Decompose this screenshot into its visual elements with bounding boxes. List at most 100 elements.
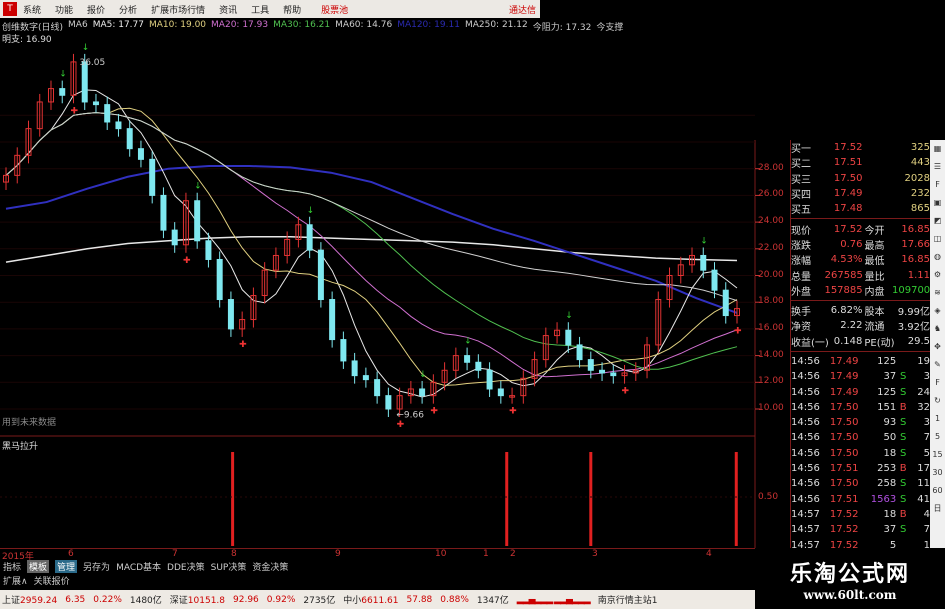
candle-up — [666, 275, 673, 301]
tick-row: 14:56 17.49 37 S 3 — [791, 371, 930, 383]
quote-panel: 买一 17.52 325 买二 17.51 443 买三 17.50 2028 买四 17.49 23… — [790, 140, 930, 551]
menu-quote[interactable]: 报价 — [87, 5, 106, 16]
tick-row: 14:56 17.50 50 S 7 — [791, 432, 930, 444]
toolbar-icon-5[interactable]: ◩ — [933, 216, 942, 225]
sz-change: 92.96 — [233, 594, 259, 605]
pencil-icon[interactable]: ✎ — [934, 360, 941, 369]
toolbar-icon-9[interactable]: ♞ — [933, 324, 942, 333]
ma5-value: MA5: 17.77 — [92, 20, 144, 30]
candle-down — [160, 194, 167, 231]
tab-indicator[interactable]: 指标 — [3, 563, 22, 573]
tick-row: 14:56 17.50 93 S 3 — [791, 417, 930, 429]
low-price-label: ←9.66 — [396, 411, 424, 421]
candle-up — [542, 335, 549, 361]
date-label: 6 — [68, 549, 74, 559]
candle-up — [239, 319, 246, 330]
buy-signal-icon: ✚ — [430, 407, 438, 417]
resistance-value: 今阻力: 17.32 — [532, 23, 592, 33]
y-tick-label: 12.00 — [758, 376, 784, 387]
candle-down — [362, 375, 369, 381]
y-tick-label: 18.00 — [758, 296, 784, 307]
sell-signal-icon: ↓ — [194, 182, 202, 192]
tab-manage[interactable]: 管理 — [55, 560, 78, 573]
menu-analysis[interactable]: 分析 — [119, 5, 138, 16]
menu-system[interactable]: 系统 — [23, 5, 42, 16]
toolbar-icon-2[interactable]: ☰ — [933, 162, 942, 171]
sh-pct: 0.22% — [93, 594, 122, 605]
menu-news[interactable]: 资讯 — [219, 5, 238, 16]
tab-related-quote[interactable]: 关联报价 — [33, 577, 70, 587]
toolbar-icon-1[interactable]: ▦ — [933, 144, 942, 153]
tab-save-as[interactable]: 另存为 — [83, 563, 111, 573]
menu-ext-market[interactable]: 扩展市场行情 — [151, 5, 206, 16]
bid-row: 买一 17.52 325 — [791, 142, 930, 156]
candle-up — [632, 369, 639, 374]
tab-fund[interactable]: 资金决策 — [252, 563, 289, 573]
sz-pct: 0.92% — [266, 594, 296, 605]
sell-signal-icon: ↓ — [464, 337, 472, 347]
candle-down — [137, 148, 144, 160]
refresh-icon[interactable]: ↻ — [934, 396, 941, 405]
stat-row: 净资 2.22 流通 3.92亿 — [791, 320, 930, 334]
period-30[interactable]: 30 — [932, 468, 943, 477]
indicator-level: 0.50 — [758, 492, 779, 502]
candle-down — [486, 369, 493, 390]
period-5[interactable]: 5 — [934, 432, 941, 441]
candle-up — [36, 101, 43, 130]
stat-row: 换手 6.82% 股本 9.99亿 — [791, 305, 930, 319]
move-icon[interactable]: ✥ — [934, 342, 941, 351]
period-60[interactable]: 60 — [932, 486, 943, 495]
ma60-line — [5, 112, 738, 302]
candle-down — [126, 128, 133, 150]
toolbar-icon-7[interactable]: ≋ — [934, 288, 941, 297]
tab-sup[interactable]: SUP决策 — [210, 563, 247, 573]
sme-change: 57.88 — [406, 594, 433, 605]
sz-index[interactable]: 深证10151.8 — [169, 596, 226, 606]
tick-row: 14:57 17.52 18 B 4 — [791, 508, 930, 520]
toolbar-icon-3[interactable]: F — [935, 180, 940, 189]
y-tick-label: 16.00 — [758, 322, 784, 333]
candle-up — [554, 329, 561, 337]
stock-pool-button[interactable]: 股票池 — [321, 5, 349, 16]
candle-up — [531, 359, 538, 379]
menu-tools[interactable]: 工具 — [251, 5, 270, 16]
sh-index[interactable]: 上证2959.24 — [2, 596, 58, 606]
candle-up — [250, 295, 257, 321]
tab-template[interactable]: 模板 — [27, 560, 50, 573]
candle-up — [441, 369, 448, 383]
candle-up — [689, 254, 696, 266]
stat-row: 涨跌 0.76 最高 17.66 — [791, 238, 930, 252]
tick-row: 14:56 17.51 253 B 17 — [791, 463, 930, 475]
tdx-brand: 通达信 — [508, 5, 536, 16]
gear-icon[interactable]: ⚙ — [933, 270, 942, 279]
candle-up — [3, 174, 9, 183]
toolbar-icon-4[interactable]: ▣ — [933, 198, 942, 207]
tab-macd[interactable]: MACD基本 — [116, 563, 162, 573]
date-label: 7 — [172, 549, 178, 559]
date-label: 10 — [435, 549, 447, 559]
sell-signal-icon: ↓ — [59, 70, 67, 80]
candle-down — [587, 359, 594, 371]
candle-down — [351, 360, 358, 377]
menu-function[interactable]: 功能 — [55, 5, 74, 16]
high-price-label: 36.05 — [79, 58, 105, 68]
candle-down — [194, 200, 201, 242]
candle-up — [509, 395, 516, 398]
market-strength-bars: ▂▂▄▂▂▂ ▂▂▄▂▂▂ — [516, 594, 591, 605]
toolbar-icon-6[interactable]: ◫ — [933, 234, 942, 243]
toolbar-icon-8[interactable]: ◈ — [934, 306, 941, 315]
sell-signal-icon: ↓ — [419, 370, 427, 380]
sme-index[interactable]: 中小6611.61 — [343, 596, 399, 606]
tab-expand[interactable]: 扩展∧ — [3, 577, 28, 587]
tab-dde[interactable]: DDE决策 — [167, 563, 205, 573]
period-day[interactable]: 日 — [933, 504, 942, 513]
period-1[interactable]: 1 — [934, 414, 941, 423]
period-15[interactable]: 15 — [932, 450, 943, 459]
buy-signal-icon: ✚ — [509, 407, 517, 417]
menu-help[interactable]: 帮助 — [283, 5, 302, 16]
buy-signal-icon: ✚ — [622, 387, 630, 397]
toolbar-icon-10[interactable]: F — [935, 378, 940, 387]
server-name[interactable]: 南京行情主站1 — [597, 596, 658, 606]
globe-icon[interactable]: ◍ — [934, 252, 941, 261]
